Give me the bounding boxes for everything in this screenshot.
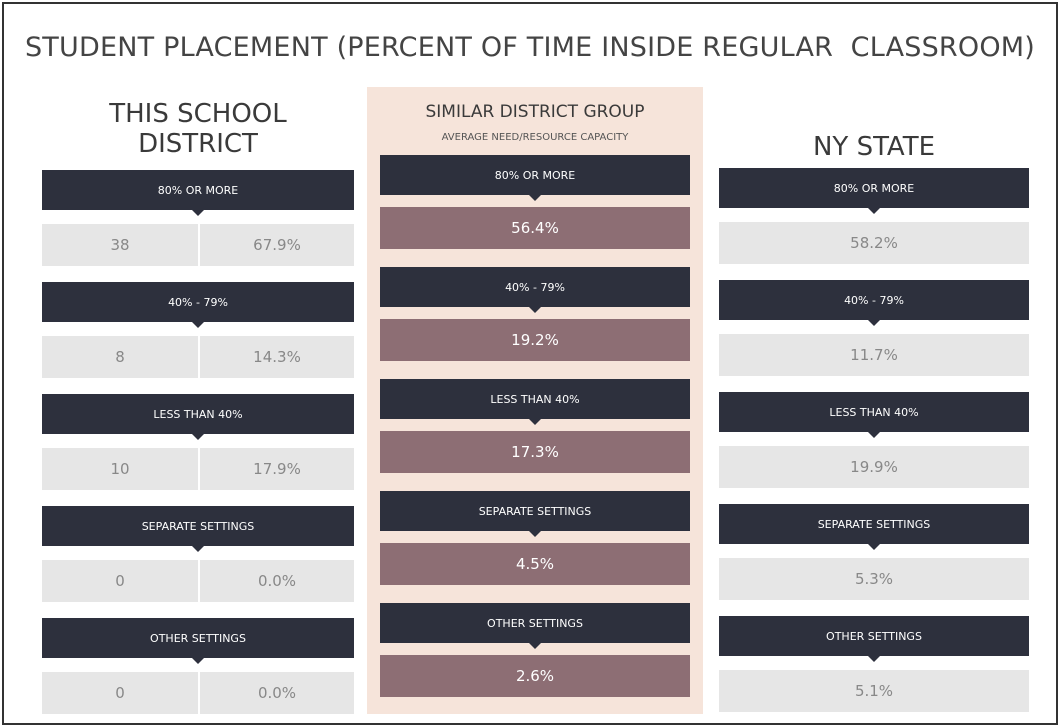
row-header: 40% - 79% bbox=[380, 267, 690, 313]
value-box: 4.5% bbox=[380, 543, 690, 585]
percent: 17.3% bbox=[511, 443, 559, 461]
page-title: STUDENT PLACEMENT (PERCENT OF TIME INSID… bbox=[24, 32, 1036, 63]
row-header: OTHER SETTINGS bbox=[380, 603, 690, 649]
row-header: SEPARATE SETTINGS bbox=[380, 491, 690, 537]
row-header: 40% - 79% bbox=[719, 280, 1029, 326]
percent: 11.7% bbox=[850, 346, 898, 364]
percent: 17.9% bbox=[253, 460, 301, 478]
row-header: 80% OR MORE bbox=[719, 168, 1029, 214]
value-box: 0 0.0% bbox=[42, 672, 354, 714]
row-header: LESS THAN 40% bbox=[42, 394, 354, 440]
percent: 5.3% bbox=[854, 570, 894, 588]
panel-title: NY STATE bbox=[812, 132, 936, 162]
value-box: 58.2% bbox=[719, 222, 1029, 264]
value-box: 38 67.9% bbox=[42, 224, 354, 266]
panel-title: SIMILAR DISTRICT GROUP bbox=[425, 102, 645, 122]
row-header: 80% OR MORE bbox=[42, 170, 354, 216]
value-box: 8 14.3% bbox=[42, 336, 354, 378]
count: 38 bbox=[42, 224, 200, 266]
row-header: SEPARATE SETTINGS bbox=[719, 504, 1029, 550]
value-box: 17.3% bbox=[380, 431, 690, 473]
percent: 0.0% bbox=[257, 684, 297, 702]
count: 0 bbox=[42, 672, 200, 714]
row-header: OTHER SETTINGS bbox=[42, 618, 354, 664]
percent: 0.0% bbox=[257, 572, 297, 590]
row-header: 40% - 79% bbox=[42, 282, 354, 328]
percent: 58.2% bbox=[850, 234, 898, 252]
panel-title: THIS SCHOOL DISTRICT bbox=[109, 99, 287, 159]
value-box: 19.9% bbox=[719, 446, 1029, 488]
count: 8 bbox=[42, 336, 200, 378]
count: 0 bbox=[42, 560, 200, 602]
value-box: 56.4% bbox=[380, 207, 690, 249]
percent: 4.5% bbox=[515, 555, 555, 573]
row-header: SEPARATE SETTINGS bbox=[42, 506, 354, 552]
percent: 56.4% bbox=[511, 219, 559, 237]
value-box: 10 17.9% bbox=[42, 448, 354, 490]
percent: 19.9% bbox=[850, 458, 898, 476]
value-box: 5.1% bbox=[719, 670, 1029, 712]
value-box: 19.2% bbox=[380, 319, 690, 361]
value-box: 2.6% bbox=[380, 655, 690, 697]
row-header: OTHER SETTINGS bbox=[719, 616, 1029, 662]
panel-subtitle: AVERAGE NEED/RESOURCE CAPACITY bbox=[441, 132, 629, 143]
percent: 14.3% bbox=[253, 348, 301, 366]
row-header: LESS THAN 40% bbox=[719, 392, 1029, 438]
row-header: 80% OR MORE bbox=[380, 155, 690, 201]
percent: 2.6% bbox=[515, 667, 555, 685]
value-box: 0 0.0% bbox=[42, 560, 354, 602]
value-box: 5.3% bbox=[719, 558, 1029, 600]
percent: 67.9% bbox=[253, 236, 301, 254]
count: 10 bbox=[42, 448, 200, 490]
percent: 5.1% bbox=[854, 682, 894, 700]
percent: 19.2% bbox=[511, 331, 559, 349]
value-box: 11.7% bbox=[719, 334, 1029, 376]
row-header: LESS THAN 40% bbox=[380, 379, 690, 425]
